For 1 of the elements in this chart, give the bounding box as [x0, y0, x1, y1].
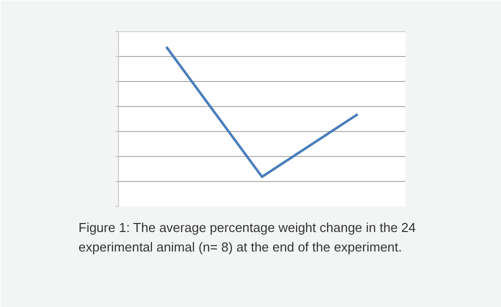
caption: Figure 1: The average percentage weight change in the 24 experimental animal (n= 8) at the end of the experiment.	[78, 220, 416, 254]
